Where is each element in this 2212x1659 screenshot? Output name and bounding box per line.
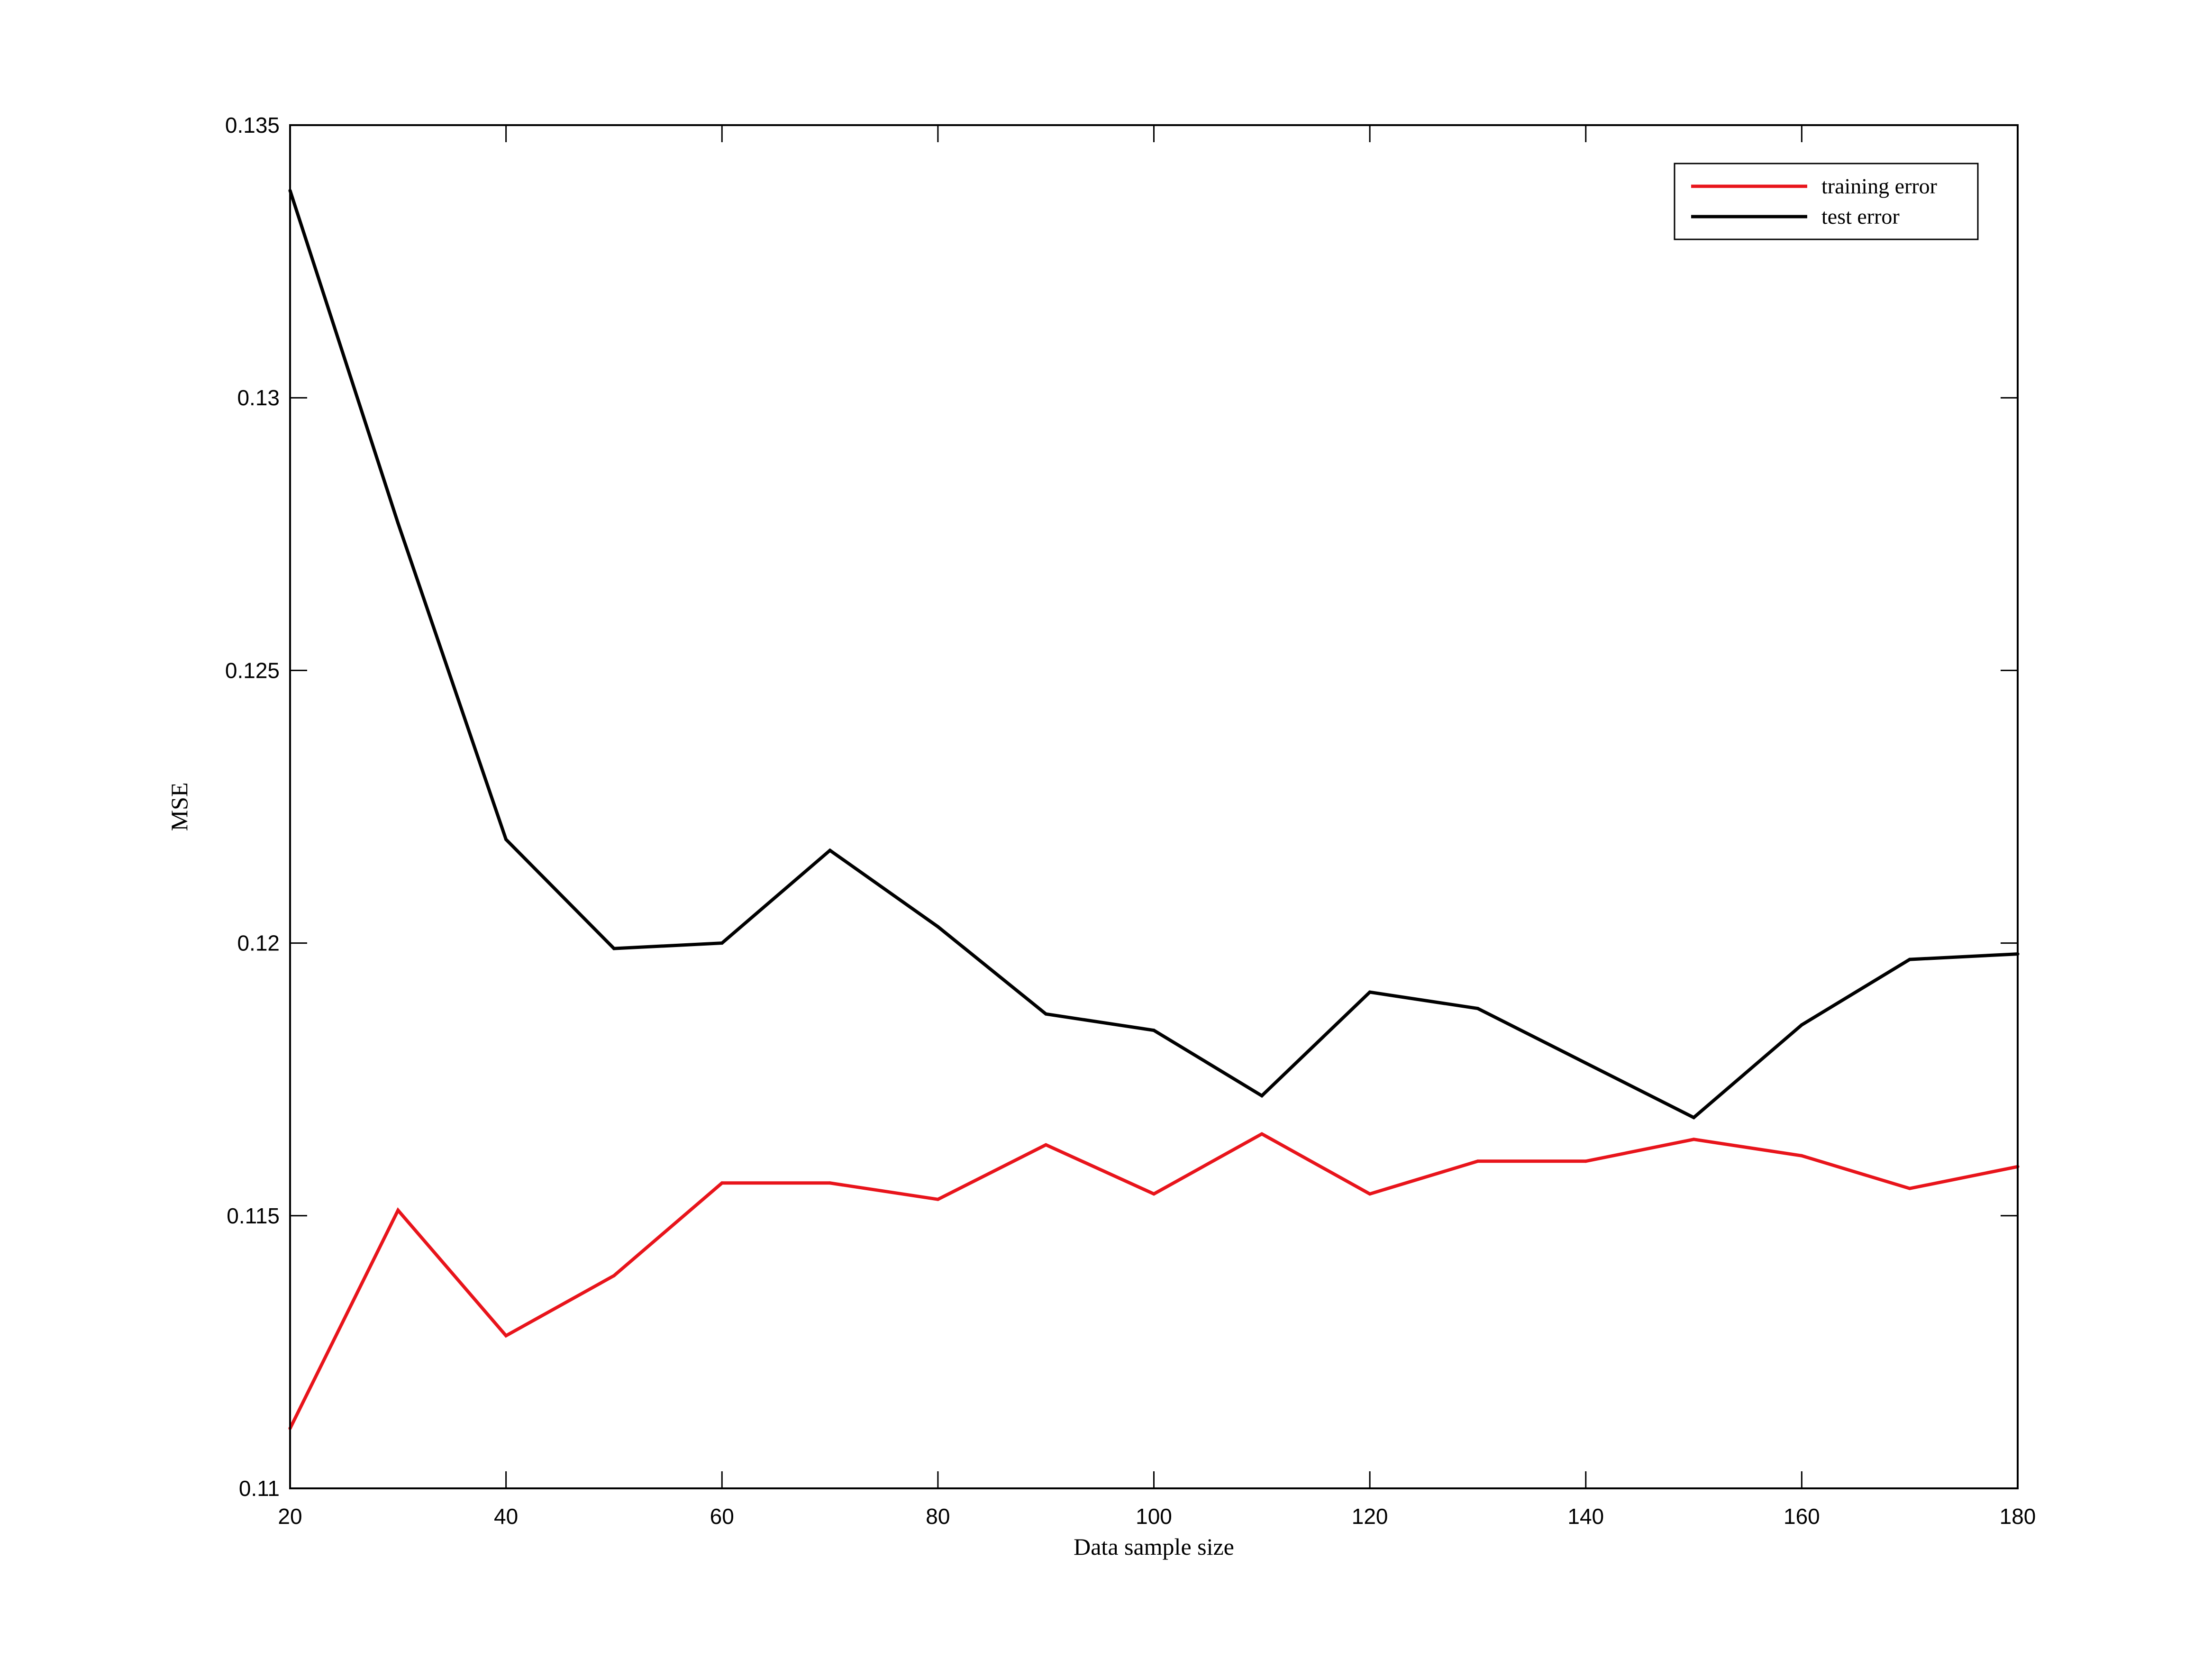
data-point-test-error	[1908, 957, 1912, 961]
data-point-test-error	[1368, 990, 1372, 994]
data-point-test-error	[1692, 1116, 1696, 1120]
data-point-training-error	[828, 1181, 832, 1185]
data-point-test-error	[936, 925, 940, 929]
data-point-training-error	[1692, 1138, 1696, 1141]
data-point-training-error	[1368, 1192, 1372, 1196]
y-axis-tick-labels: 0.11 0.115 0.12 0.125 0.13 0.135	[225, 113, 280, 1501]
data-point-test-error	[720, 941, 724, 945]
legend: training error test error	[1674, 163, 1979, 240]
data-point-test-error	[828, 848, 832, 852]
data-point-test-error	[612, 947, 616, 950]
x-tick-label: 20	[278, 1504, 302, 1529]
series-lines	[288, 189, 2020, 1430]
x-axis-title: Data sample size	[1074, 1533, 1234, 1560]
x-tick-label: 180	[2000, 1504, 2036, 1529]
data-point-training-error	[612, 1274, 616, 1277]
y-tick-label: 0.115	[227, 1203, 280, 1228]
data-point-training-error	[396, 1208, 400, 1212]
x-tick-label: 160	[1784, 1504, 1820, 1529]
data-point-test-error	[504, 838, 508, 841]
data-point-test-error	[1044, 1012, 1048, 1016]
y-tick-label: 0.11	[239, 1476, 280, 1501]
y-tick-label: 0.13	[237, 385, 280, 410]
data-point-training-error	[1584, 1159, 1588, 1163]
y-tick-label: 0.125	[225, 658, 280, 683]
data-point-training-error	[1476, 1159, 1480, 1163]
y-axis-title: MSE	[166, 783, 192, 831]
data-point-training-error	[504, 1334, 508, 1338]
plot-area-frame	[289, 124, 2019, 1489]
y-tick-label: 0.135	[225, 113, 280, 137]
data-point-training-error	[936, 1197, 940, 1201]
x-tick-label: 60	[710, 1504, 734, 1529]
data-point-training-error	[1800, 1154, 1803, 1158]
data-point-training-error	[1152, 1192, 1156, 1196]
data-point-test-error	[1152, 1029, 1156, 1032]
x-tick-label: 40	[494, 1504, 518, 1529]
data-point-training-error	[720, 1181, 724, 1185]
x-tick-label: 100	[1136, 1504, 1172, 1529]
data-point-test-error	[1800, 1023, 1803, 1027]
data-point-test-error	[1260, 1094, 1264, 1098]
x-tick-label: 120	[1352, 1504, 1388, 1529]
legend-box	[1674, 163, 1979, 240]
data-point-training-error	[1260, 1132, 1264, 1136]
legend-label-training-error: training error	[1821, 174, 1937, 198]
data-point-test-error	[396, 521, 400, 525]
data-point-test-error	[1476, 1007, 1480, 1011]
x-tick-label: 140	[1567, 1504, 1604, 1529]
x-axis-tick-labels: 20 40 60 80 100 120 140 160 180	[278, 1504, 2036, 1529]
x-tick-label: 80	[926, 1504, 950, 1529]
y-tick-label: 0.12	[237, 931, 280, 956]
legend-label-test-error: test error	[1821, 204, 1900, 228]
data-point-training-error	[1044, 1143, 1048, 1147]
data-point-test-error	[1584, 1061, 1588, 1065]
data-point-training-error	[1908, 1186, 1912, 1190]
